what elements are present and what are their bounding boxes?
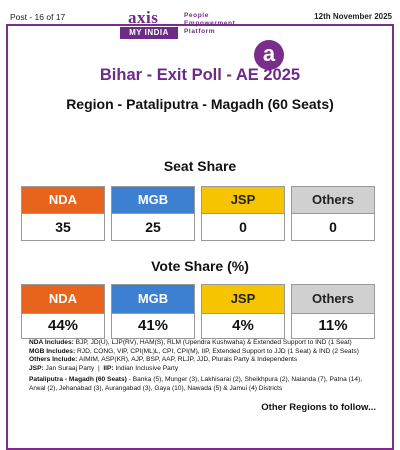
note-key: Pataliputra - Magadh (60 Seats) — [29, 376, 127, 384]
vote-card-label: JSP — [201, 284, 285, 314]
vote-card-jsp: JSP 4% — [201, 284, 285, 339]
seat-card-label: MGB — [111, 186, 195, 214]
header: Post - 16 of 17 axis MY INDIA People Emp… — [0, 0, 400, 70]
seat-card-value: 0 — [291, 214, 375, 241]
note-text: Indian Inclusive Party — [115, 364, 179, 372]
note-text: - Banka (5), Munger (3), Lakhisarai (2),… — [126, 376, 363, 384]
vote-share-cards: NDA 44% MGB 41% JSP 4% Others 11% — [21, 284, 375, 339]
note-text: Jan Suraaj Party — [45, 364, 95, 372]
note-key: NDA Includes: — [29, 339, 74, 346]
vote-card-label: NDA — [21, 284, 105, 314]
tagline-line-1: People — [184, 12, 209, 19]
date: 12th November 2025 — [314, 12, 392, 21]
region-districts-note: Pataliputra - Magadh (60 Seats) - Banka … — [29, 376, 384, 385]
note-key: MGB Includes: — [29, 347, 76, 355]
seat-share-cards: NDA 35 MGB 25 JSP 0 Others 0 — [21, 186, 375, 241]
vote-share-heading: Vote Share (%) — [151, 258, 249, 274]
seat-share-heading: Seat Share — [163, 158, 237, 174]
a-badge-icon: a — [254, 40, 284, 70]
follow-up-text: Other Regions to follow... — [261, 402, 376, 413]
vote-card-value: 41% — [111, 314, 195, 339]
region-districts-note-cont: Arwal (2), Jehanabad (3), Aurangabad (3)… — [29, 384, 283, 392]
vote-card-label: Others — [291, 284, 375, 314]
note-text: AIMIM, ASP(KR), AJP, BSP, AAP, RLJP, JJD… — [78, 356, 298, 364]
logo-axis-text: axis — [128, 8, 159, 27]
seat-card-others: Others 0 — [291, 186, 375, 241]
note-key: IIP: — [103, 364, 114, 372]
footnotes: NDA Includes: BJP, JD(U), LJP(RV), HAM(S… — [29, 339, 384, 394]
note-text: RJD, CONG, VIP, CPI(ML)L, CPI, CPI(M), I… — [77, 347, 359, 355]
others-note: Others Include: AIMIM, ASP(KR), AJP, BSP… — [29, 356, 384, 365]
vote-card-label: MGB — [111, 284, 195, 314]
seat-card-label: JSP — [201, 186, 285, 214]
seat-card-label: Others — [291, 186, 375, 214]
seat-card-jsp: JSP 0 — [201, 186, 285, 241]
seat-card-nda: NDA 35 — [21, 186, 105, 241]
mgb-note: MGB Includes: RJD, CONG, VIP, CPI(ML)L, … — [29, 348, 384, 357]
abbreviations-note: JSP: Jan Suraaj Party | IIP: Indian Incl… — [29, 365, 384, 374]
vote-card-value: 11% — [291, 314, 375, 339]
tagline-line-2: Empowerment — [184, 20, 236, 27]
seat-card-value: 25 — [111, 214, 195, 241]
region-title: Region - Pataliputra - Magadh (60 Seats) — [66, 96, 334, 112]
vote-card-value: 4% — [201, 314, 285, 339]
logo-tagline: People Empowerment Platform — [184, 12, 235, 36]
axis-my-india-logo: axis MY INDIA People Empowerment Platfor… — [116, 8, 276, 44]
page-title: Bihar - Exit Poll - AE 2025 — [99, 66, 301, 84]
note-separator: | — [97, 364, 100, 372]
nda-note: NDA Includes: BJP, JD(U), LJP(RV), HAM(S… — [29, 339, 384, 348]
seat-card-label: NDA — [21, 186, 105, 214]
vote-card-others: Others 11% — [291, 284, 375, 339]
seat-card-value: 0 — [201, 214, 285, 241]
seat-card-mgb: MGB 25 — [111, 186, 195, 241]
tagline-line-3: Platform — [184, 28, 216, 35]
vote-card-value: 44% — [21, 314, 105, 339]
vote-card-nda: NDA 44% — [21, 284, 105, 339]
note-text: BJP, JD(U), LJP(RV), HAM(S), RLM (Upendr… — [75, 339, 352, 346]
note-key: Others Include: — [29, 356, 78, 364]
note-key: JSP: — [29, 364, 44, 372]
logo-myindia-text: MY INDIA — [120, 27, 178, 39]
post-number: Post - 16 of 17 — [10, 12, 66, 22]
vote-card-mgb: MGB 41% — [111, 284, 195, 339]
seat-card-value: 35 — [21, 214, 105, 241]
